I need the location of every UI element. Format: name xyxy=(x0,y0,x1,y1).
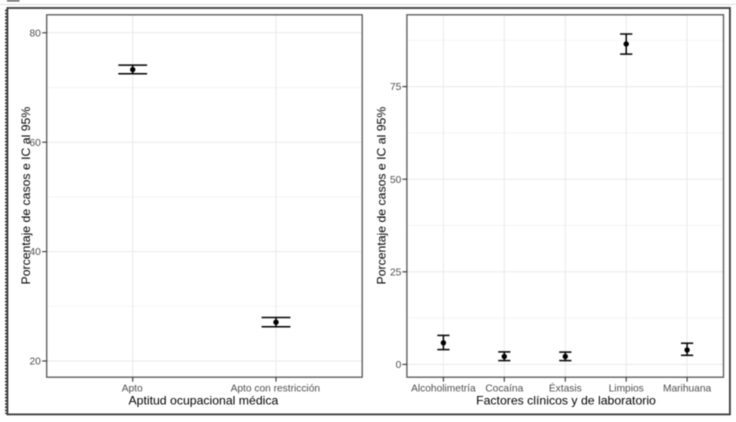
svg-text:Apto con restricción: Apto con restricción xyxy=(231,384,320,395)
svg-text:Factores clínicos y de laborat: Factores clínicos y de laboratorio xyxy=(476,394,656,408)
svg-text:Limpios: Limpios xyxy=(609,384,644,395)
svg-text:Porcentaje de casos e IC al 95: Porcentaje de casos e IC al 95% xyxy=(19,107,33,285)
svg-text:60: 60 xyxy=(29,138,41,149)
svg-text:Porcentaje de casos e IC al 95: Porcentaje de casos e IC al 95% xyxy=(374,107,388,285)
svg-text:40: 40 xyxy=(29,247,41,258)
svg-text:25: 25 xyxy=(390,267,402,278)
svg-text:20: 20 xyxy=(29,357,41,368)
svg-text:Alcoholimetría: Alcoholimetría xyxy=(411,384,476,395)
svg-text:Cocaína: Cocaína xyxy=(485,384,523,395)
svg-text:75: 75 xyxy=(390,82,402,93)
svg-text:Marihuana: Marihuana xyxy=(663,384,711,395)
svg-text:50: 50 xyxy=(390,175,402,186)
svg-text:Aptitud ocupacional médica: Aptitud ocupacional médica xyxy=(128,394,278,408)
svg-text:80: 80 xyxy=(29,28,41,39)
svg-text:0: 0 xyxy=(396,360,402,371)
svg-text:Apto: Apto xyxy=(122,384,143,395)
svg-text:Éxtasis: Éxtasis xyxy=(549,382,582,395)
